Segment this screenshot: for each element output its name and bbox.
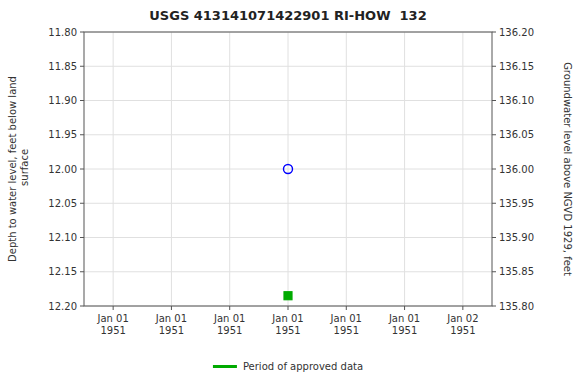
- text-line: 1951: [392, 325, 417, 336]
- text-line: Depth to water level, feet below land: [7, 76, 18, 262]
- tick-label: 135.80: [499, 301, 534, 312]
- tick-label: 11.95: [48, 129, 77, 140]
- text-line: 1951: [217, 325, 242, 336]
- tick-mark: [492, 203, 496, 204]
- point: [284, 165, 293, 174]
- legend-swatch: [213, 365, 237, 368]
- grid-line: [288, 32, 289, 306]
- tick-mark: [492, 237, 496, 238]
- tick-mark: [229, 306, 230, 310]
- background: [0, 0, 576, 384]
- tick-mark: [80, 169, 84, 170]
- tick-mark: [80, 66, 84, 67]
- tick-label: 12.10: [48, 232, 77, 243]
- grid-line: [113, 32, 114, 306]
- legend: Period of approved data: [213, 361, 363, 372]
- tick-label: Jan 011951: [271, 313, 303, 336]
- tick-mark: [492, 134, 496, 135]
- grid-line: [171, 32, 172, 306]
- text-line: Jan 01: [271, 313, 303, 324]
- tick-mark: [171, 306, 172, 310]
- tick-label: Jan 011951: [330, 313, 362, 336]
- tick-mark: [492, 66, 496, 67]
- legend-label: Period of approved data: [243, 361, 363, 372]
- text-line: 1951: [334, 325, 359, 336]
- tick-label: Jan 021951: [446, 313, 478, 336]
- tick-label: 136.00: [499, 164, 534, 175]
- tick-label: 136.20: [499, 27, 534, 38]
- tick-mark: [80, 306, 84, 307]
- tick-label: 12.05: [48, 198, 77, 209]
- tick-mark: [492, 306, 496, 307]
- tick-label: 12.15: [48, 266, 77, 277]
- tick-mark: [80, 134, 84, 135]
- tick-mark: [346, 306, 347, 310]
- tick-mark: [80, 32, 84, 33]
- text-line: 1951: [100, 325, 125, 336]
- tick-mark: [492, 32, 496, 33]
- plot-frame: [84, 32, 492, 306]
- text-line: Jan 02: [446, 313, 478, 324]
- text-line: 1951: [275, 325, 300, 336]
- tick-mark: [492, 100, 496, 101]
- tick-label: 11.90: [48, 95, 77, 106]
- title: USGS 413141071422901 RI-HOW 132: [149, 8, 426, 23]
- grid-line: [404, 32, 405, 306]
- tick-label: 135.85: [499, 266, 534, 277]
- marks: [284, 165, 293, 300]
- tick-label: 12.20: [48, 301, 77, 312]
- text-line: Jan 01: [388, 313, 420, 324]
- tick-mark: [404, 306, 405, 310]
- text-line: Jan 01: [96, 313, 128, 324]
- text-line: 1951: [450, 325, 475, 336]
- tick-label: 11.85: [48, 61, 77, 72]
- tick-mark: [492, 271, 496, 272]
- chart: 11.80 11.85 11.90 11.95 12.00 12.05 12.10 12.15…: [0, 0, 576, 384]
- tick-label: 136.15: [499, 61, 534, 72]
- tick-label: 136.05: [499, 129, 534, 140]
- text-line: Jan 01: [155, 313, 187, 324]
- text-line: Jan 01: [330, 313, 362, 324]
- point: [284, 292, 292, 300]
- tick-label: 136.10: [499, 95, 534, 106]
- tick-label: Jan 011951: [96, 313, 128, 336]
- text-line: surface: [19, 149, 30, 189]
- tick-mark: [492, 169, 496, 170]
- grid-line: [346, 32, 347, 306]
- tick-mark: [80, 100, 84, 101]
- axis-label: Depth to water level, feet below land su…: [7, 76, 30, 262]
- tick-label: 135.90: [499, 232, 534, 243]
- tick-mark: [80, 271, 84, 272]
- tick-label: 12.00: [48, 164, 77, 175]
- text-line: Jan 01: [213, 313, 245, 324]
- tick-label: 135.95: [499, 198, 534, 209]
- tick-mark: [80, 237, 84, 238]
- tick-label: Jan 011951: [213, 313, 245, 336]
- tick-label: Jan 011951: [388, 313, 420, 336]
- tick-mark: [288, 306, 289, 310]
- grid-line: [229, 32, 230, 306]
- text-line: Groundwater level above NGVD 1929, feet: [562, 62, 573, 276]
- axes: 11.80 11.85 11.90 11.95 12.00 12.05 12.10 12.15…: [48, 27, 534, 337]
- tick-mark: [80, 203, 84, 204]
- axis-label: Groundwater level above NGVD 1929, feet: [562, 62, 573, 276]
- tick-mark: [113, 306, 114, 310]
- grid-line: [462, 32, 463, 306]
- grid: [84, 32, 492, 306]
- text-line: 1951: [159, 325, 184, 336]
- tick-mark: [462, 306, 463, 310]
- tick-label: Jan 011951: [155, 313, 187, 336]
- tick-label: 11.80: [48, 27, 77, 38]
